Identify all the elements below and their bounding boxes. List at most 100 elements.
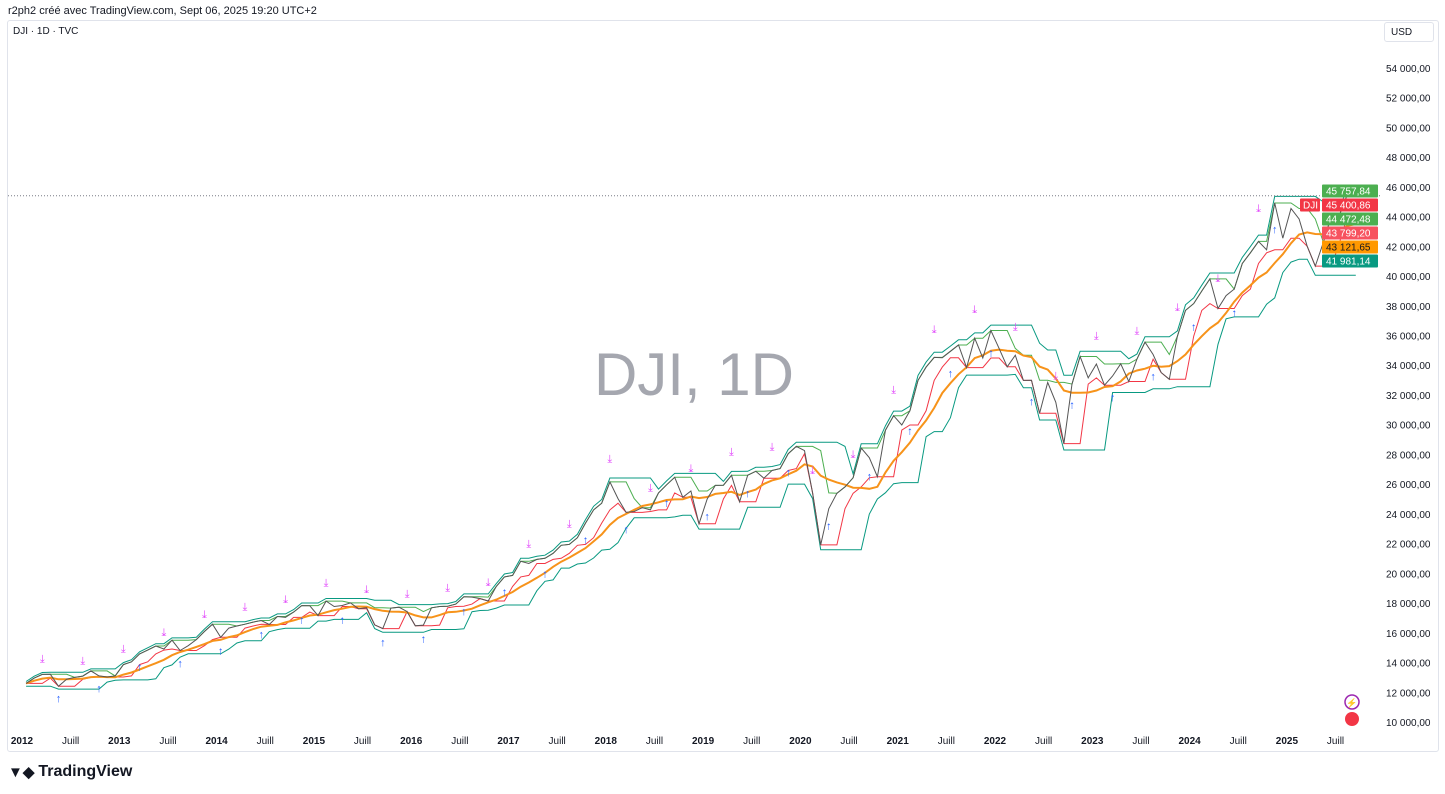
buy-signal-marker: ↑ (1272, 224, 1278, 236)
sell-signal-marker: ⤓ (405, 588, 410, 600)
x-tick-label: 2019 (692, 736, 715, 747)
buy-signal-marker: ↑ (1191, 322, 1197, 334)
sell-signal-marker: ⤓ (932, 324, 937, 336)
x-tick-label: Juill (159, 736, 176, 747)
sell-signal-marker: ⤓ (1053, 371, 1058, 383)
buy-signal-marker: ↑ (1029, 396, 1035, 408)
sell-signal-marker: ⤓ (283, 594, 288, 606)
brand-name: TradingView (38, 763, 133, 780)
y-tick-label: 40 000,00 (1386, 272, 1431, 283)
x-tick-label: 2015 (303, 736, 326, 747)
sell-signal-marker: ⤓ (972, 304, 977, 316)
tv-logo-icon: ▼◆ (8, 764, 35, 781)
buy-signal-marker: ↑ (1110, 392, 1116, 404)
fast-lower-line (26, 214, 1356, 687)
buy-signal-marker: ↑ (867, 471, 873, 483)
y-tick-label: 12 000,00 (1386, 688, 1431, 699)
upper-channel-line (25, 186, 1356, 682)
x-tick-label: 2023 (1081, 736, 1104, 747)
sell-signal-marker: ⤓ (810, 465, 815, 477)
sell-signal-marker: ⤓ (1175, 302, 1180, 314)
y-tick-label: 48 000,00 (1386, 153, 1431, 164)
symbol-tag: DJI (1303, 200, 1318, 211)
sell-signal-marker: ⤓ (770, 442, 775, 454)
buy-signal-marker: ↑ (502, 587, 508, 599)
x-tick-label: 2020 (789, 736, 812, 747)
price-label-bg (1322, 212, 1378, 226)
sell-signal-marker: ⤓ (1134, 326, 1139, 338)
buy-signal-marker: ↑ (56, 693, 62, 705)
lightning-glyph: ⚡ (1346, 697, 1357, 709)
buy-signal-marker: ↑ (340, 614, 346, 626)
price-label: 43 799,20 (1326, 228, 1371, 239)
buy-signal-marker: ↑ (299, 615, 305, 627)
y-tick-label: 46 000,00 (1386, 183, 1431, 194)
symbol-tag-bg (1300, 198, 1320, 212)
buy-signal-marker: ↑ (583, 535, 589, 547)
lightning-icon (1344, 694, 1360, 710)
buy-signal-marker: ↑ (664, 497, 670, 509)
x-tick-label: Juill (1132, 736, 1149, 747)
sell-signal-marker: ⤓ (40, 654, 45, 666)
y-tick-label: 36 000,00 (1386, 332, 1431, 343)
y-tick-label: 42 000,00 (1386, 242, 1431, 253)
price-label: 43 121,65 (1326, 242, 1371, 253)
buy-signal-marker: ↑ (988, 348, 994, 360)
buy-signal-marker: ↑ (177, 658, 183, 670)
sell-signal-marker: ⤓ (648, 482, 653, 494)
y-tick-label: 30 000,00 (1386, 421, 1431, 432)
x-tick-label: 2016 (400, 736, 423, 747)
sell-signal-marker: ⤓ (121, 643, 126, 655)
y-tick-label: 50 000,00 (1386, 123, 1431, 134)
y-tick-label: 26 000,00 (1386, 480, 1431, 491)
price-label-bg (1322, 254, 1378, 268)
moving-average-line (25, 223, 1356, 685)
sell-signal-marker: ⤓ (607, 453, 612, 465)
y-tick-label: 10 000,00 (1386, 718, 1431, 729)
x-tick-label: Juill (840, 736, 857, 747)
lower-channel-line (26, 258, 1356, 690)
fast-upper-line (25, 193, 1356, 684)
sell-signal-marker: ⤓ (80, 655, 85, 667)
price-line (25, 192, 1356, 688)
tradingview-logo[interactable]: ▼◆ TradingView (8, 763, 132, 781)
y-tick-label: 28 000,00 (1386, 450, 1431, 461)
x-tick-label: Juill (743, 736, 760, 747)
y-tick-label: 44 000,00 (1386, 213, 1431, 224)
sell-signal-marker: ⤓ (689, 463, 694, 475)
sell-signal-marker: ⤓ (324, 577, 329, 589)
sell-signal-marker: ⤓ (445, 583, 450, 595)
buy-signal-marker: ↑ (137, 661, 143, 673)
symbol-info: DJI · 1D · TVC (13, 26, 79, 37)
price-label: 45 400,86 (1326, 200, 1371, 211)
watermark: DJI, 1D (594, 341, 794, 408)
sell-signal-marker: ⤓ (486, 577, 491, 589)
price-label: 41 981,14 (1326, 256, 1371, 267)
buy-signal-marker: ↑ (96, 683, 102, 695)
sell-signal-marker: ⤓ (364, 584, 369, 596)
x-tick-label: 2013 (108, 736, 131, 747)
buy-signal-marker: ↑ (380, 637, 386, 649)
buy-signal-marker: ↑ (745, 488, 751, 500)
price-label: 45 757,84 (1326, 186, 1371, 197)
buy-signal-marker: ↑ (258, 629, 264, 641)
currency-button[interactable]: USD (1384, 22, 1434, 42)
sell-signal-marker: ⤓ (526, 538, 531, 550)
buy-signal-marker: ↑ (1150, 371, 1156, 383)
sell-signal-marker: ⤓ (891, 384, 896, 396)
us-flag-icon (1345, 712, 1359, 726)
x-tick-label: Juill (354, 736, 371, 747)
buy-signal-marker: ↑ (1231, 308, 1237, 320)
x-tick-label: 2022 (984, 736, 1007, 747)
price-label-bg (1322, 198, 1378, 212)
buy-signal-marker: ↑ (907, 426, 913, 438)
x-tick-label: Juill (451, 736, 468, 747)
sell-signal-marker: ⤓ (1013, 322, 1018, 334)
price-label-bg (1322, 240, 1378, 254)
buy-signal-marker: ↑ (785, 467, 791, 479)
y-tick-label: 20 000,00 (1386, 569, 1431, 580)
x-tick-label: 2012 (11, 736, 34, 747)
buy-signal-marker: ↑ (623, 524, 629, 536)
x-tick-label: 2017 (497, 736, 520, 747)
